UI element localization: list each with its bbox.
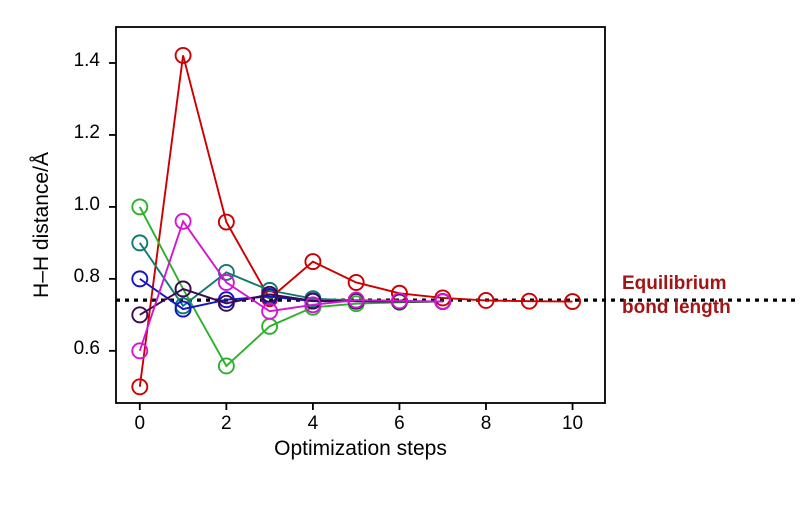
data-point-marker-magenta: [131, 342, 149, 360]
data-point-marker-green: [131, 198, 149, 216]
y-tick-label: 1.4: [73, 49, 100, 71]
data-point-marker-red: [520, 292, 538, 310]
annotation-line-2: bond length: [622, 297, 731, 319]
x-tick-label: 6: [394, 413, 405, 434]
y-tick-label: 1.0: [73, 193, 100, 215]
data-point-marker-magenta: [304, 296, 322, 314]
plot-area-frame: [115, 26, 606, 404]
data-point-marker-red: [564, 293, 581, 310]
data-point-marker-red: [131, 378, 149, 396]
y-tick-label: 1.2: [73, 121, 100, 143]
data-point-marker-blue: [131, 270, 149, 288]
data-point-marker-dark-purple: [261, 285, 279, 303]
data-point-marker-dark-purple: [174, 280, 192, 298]
data-point-marker-magenta: [390, 292, 408, 310]
data-point-marker-magenta: [261, 302, 279, 320]
x-tick-label: 10: [561, 413, 584, 434]
annotation-line-1: Equilibrium: [622, 273, 727, 294]
x-tick-label: 8: [480, 413, 492, 434]
data-point-marker-magenta: [347, 291, 365, 309]
x-tick-label: 4: [307, 413, 319, 434]
data-point-marker-red: [304, 253, 322, 271]
x-tick-label: 2: [221, 413, 232, 434]
data-point-marker-red: [347, 274, 365, 291]
series-magenta: [131, 212, 452, 360]
x-axis-label: Optimization steps: [274, 437, 447, 460]
data-point-marker-teal: [131, 234, 149, 252]
data-point-marker-magenta: [217, 274, 235, 291]
data-point-marker-red: [217, 213, 235, 231]
equilibrium-bond-length-annotation: Equilibrium bond length: [622, 272, 731, 321]
data-point-marker-dark-purple: [217, 294, 235, 312]
y-tick-label: 0.6: [73, 337, 100, 359]
series-line-red: [138, 55, 573, 387]
data-point-marker-red: [477, 292, 495, 309]
data-point-marker-teal: [261, 281, 279, 299]
data-point-marker-blue: [174, 300, 192, 318]
data-point-marker-dark-purple: [304, 292, 322, 310]
data-point-marker-magenta: [174, 212, 192, 230]
data-point-marker-green: [217, 357, 235, 375]
data-point-marker-magenta: [434, 293, 452, 310]
data-point-marker-red: [174, 46, 192, 64]
y-tick-label: 0.8: [73, 265, 100, 287]
x-tick-label: 0: [134, 413, 146, 434]
data-point-marker-dark-purple: [131, 306, 149, 324]
